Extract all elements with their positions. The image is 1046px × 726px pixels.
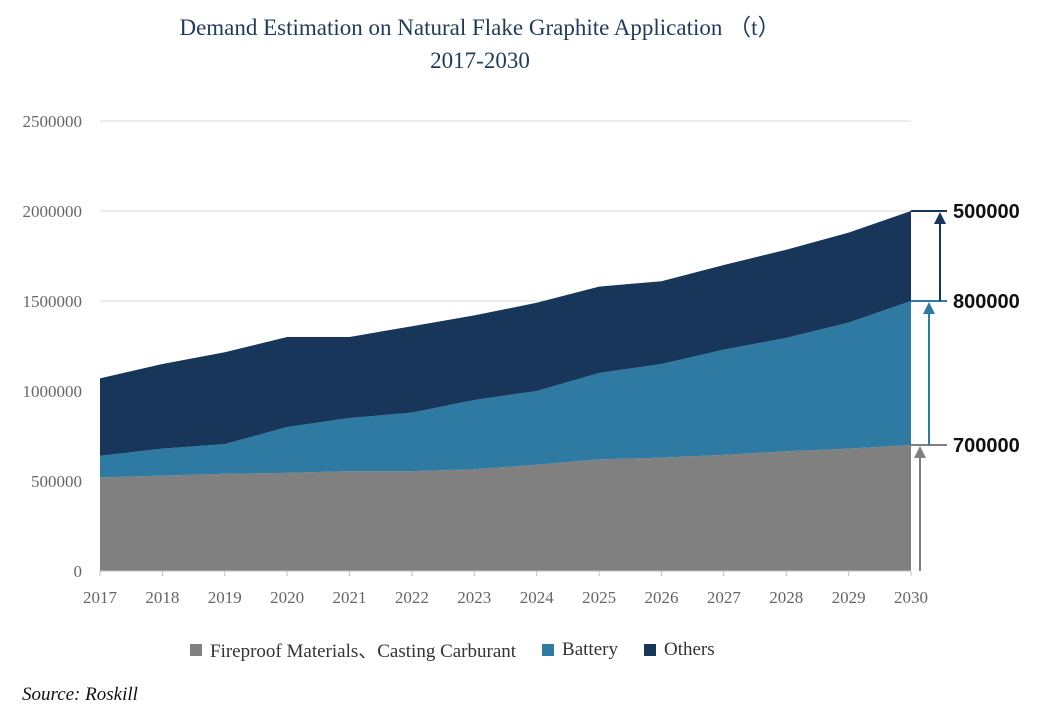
legend-swatch	[190, 644, 202, 656]
annotation-arrowhead	[914, 446, 926, 458]
y-axis-ticks: 0 500000 1000000 1500000 2000000 2500000	[23, 112, 83, 581]
annotation-label: 800000	[953, 291, 1020, 313]
x-tick-label: 2028	[769, 588, 803, 607]
area-series	[100, 211, 911, 571]
legend-label: Others	[664, 639, 715, 661]
y-tick-label: 2500000	[23, 112, 83, 131]
y-tick-label: 2000000	[23, 202, 83, 221]
legend-item-others: Others	[644, 639, 715, 661]
legend-item-battery: Battery	[542, 639, 618, 661]
annotation-arrowhead	[923, 302, 935, 314]
x-tick-label: 2020	[270, 588, 304, 607]
legend-swatch	[542, 644, 554, 656]
x-tick-label: 2018	[145, 588, 179, 607]
x-tick-label: 2023	[457, 588, 491, 607]
legend-label: Battery	[562, 639, 618, 661]
legend: Fireproof Materials、Casting Carburant Ba…	[190, 636, 715, 663]
x-tick-label: 2027	[707, 588, 742, 607]
annotations: 700000 800000 500000	[911, 201, 1020, 571]
x-tick-label: 2017	[83, 588, 118, 607]
legend-item-fireproof: Fireproof Materials、Casting Carburant	[190, 636, 516, 663]
y-tick-label: 0	[74, 562, 83, 581]
x-axis-ticks: 2017 2018 2019 2020 2021 2022 2023 2024 2025 2026…	[83, 571, 928, 607]
x-tick-label: 2029	[832, 588, 866, 607]
x-tick-label: 2030	[894, 588, 928, 607]
y-tick-label: 500000	[31, 472, 82, 491]
x-tick-label: 2021	[333, 588, 367, 607]
x-tick-label: 2019	[208, 588, 242, 607]
annotation-label: 500000	[953, 201, 1020, 223]
source-note: Source: Roskill	[22, 684, 138, 706]
x-tick-label: 2024	[520, 588, 555, 607]
chart-plot: 0 500000 1000000 1500000 2000000 2500000 2017…	[0, 0, 1046, 630]
annotation-label: 700000	[953, 435, 1020, 457]
x-tick-label: 2022	[395, 588, 429, 607]
y-tick-label: 1500000	[23, 292, 83, 311]
legend-label: Fireproof Materials、Casting Carburant	[210, 636, 516, 663]
x-tick-label: 2025	[582, 588, 616, 607]
y-tick-label: 1000000	[23, 382, 83, 401]
annotation-arrowhead	[934, 212, 946, 224]
x-tick-label: 2026	[644, 588, 678, 607]
legend-swatch	[644, 644, 656, 656]
